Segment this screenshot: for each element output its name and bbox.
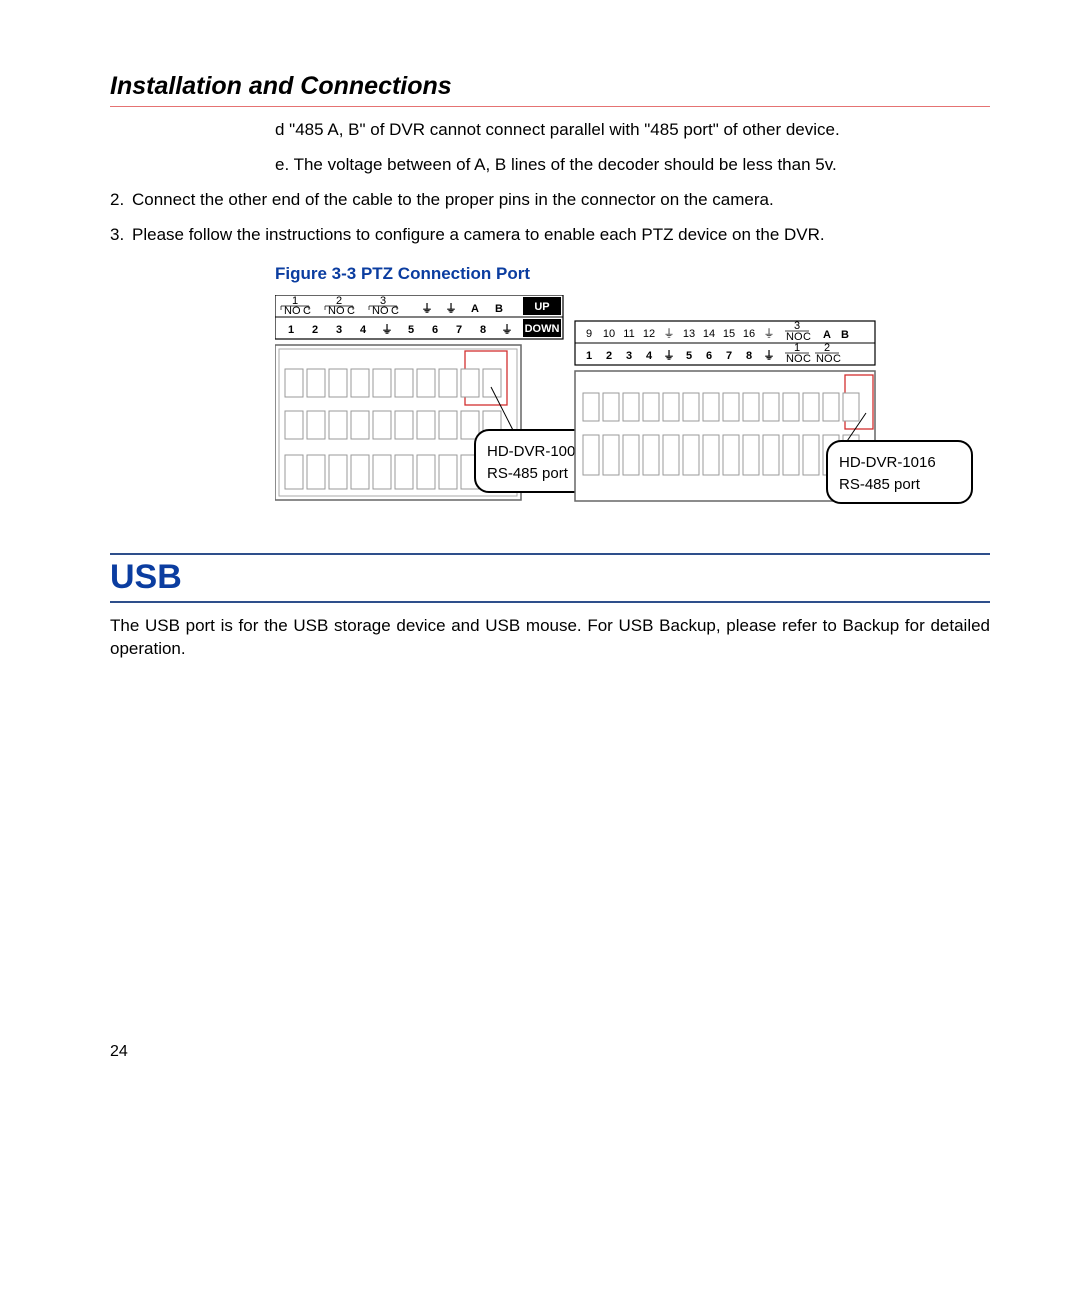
svg-text:15: 15 (723, 328, 735, 340)
svg-text:NO: NO (328, 305, 345, 317)
step-text: Please follow the instructions to config… (132, 224, 990, 247)
svg-text:NO: NO (786, 353, 803, 365)
svg-text:6: 6 (706, 350, 712, 362)
svg-text:2: 2 (312, 324, 318, 336)
svg-text:10: 10 (603, 328, 615, 340)
svg-text:NO: NO (816, 353, 833, 365)
usb-backup-link[interactable]: Backup (843, 616, 900, 635)
svg-text:9: 9 (586, 328, 592, 340)
svg-text:A: A (471, 303, 479, 315)
svg-text:5: 5 (686, 350, 692, 362)
svg-text:16: 16 (743, 328, 755, 340)
svg-text:⏚: ⏚ (422, 302, 433, 315)
svg-text:12: 12 (643, 328, 655, 340)
figure-caption: Figure 3-3 PTZ Connection Port (275, 263, 980, 286)
svg-text:C: C (347, 305, 355, 317)
svg-text:⏚: ⏚ (446, 302, 457, 315)
svg-text:5: 5 (408, 324, 414, 336)
svg-text:⏚: ⏚ (382, 323, 393, 336)
svg-text:4: 4 (360, 324, 367, 336)
svg-text:8: 8 (480, 324, 486, 336)
callout-right-line2: RS-485 port (839, 476, 921, 493)
steps-list: 2. Connect the other end of the cable to… (110, 189, 990, 247)
svg-text:A: A (823, 329, 831, 341)
svg-text:⏚: ⏚ (664, 327, 675, 340)
svg-text:3: 3 (626, 350, 632, 362)
usb-paragraph: The USB port is for the USB storage devi… (110, 615, 990, 661)
step-text: Connect the other end of the cable to th… (132, 189, 990, 212)
svg-text:3: 3 (336, 324, 342, 336)
svg-text:2: 2 (606, 350, 612, 362)
callout-right-line1: HD-DVR-1016 (839, 454, 936, 471)
usb-heading: USB (110, 553, 990, 603)
svg-text:7: 7 (456, 324, 462, 336)
label-up: UP (534, 301, 549, 313)
svg-text:B: B (841, 329, 849, 341)
svg-text:C: C (803, 331, 811, 343)
svg-text:8: 8 (746, 350, 752, 362)
body-content: d "485 A, B" of DVR cannot connect paral… (275, 119, 980, 177)
svg-text:4: 4 (646, 350, 653, 362)
svg-text:C: C (303, 305, 311, 317)
svg-text:1: 1 (288, 324, 294, 336)
page-number: 24 (110, 1041, 990, 1063)
step-number: 3. (110, 224, 132, 247)
svg-text:B: B (495, 303, 503, 315)
svg-text:C: C (391, 305, 399, 317)
usb-text-pre: The USB port is for the USB storage devi… (110, 616, 843, 635)
step-2: 2. Connect the other end of the cable to… (110, 189, 990, 212)
ptz-diagram: UP DOWN 1NOC2NOC3NOC ⏚⏚AB 1234⏚5678⏚ HD-… (275, 295, 990, 525)
label-down: DOWN (525, 323, 560, 335)
step-number: 2. (110, 189, 132, 212)
svg-text:NO: NO (284, 305, 301, 317)
callout-left-line1: HD-DVR-1004 (487, 443, 584, 460)
svg-text:C: C (803, 353, 811, 365)
svg-text:13: 13 (683, 328, 695, 340)
svg-text:7: 7 (726, 350, 732, 362)
svg-text:11: 11 (623, 328, 634, 340)
svg-text:⏚: ⏚ (664, 349, 675, 362)
svg-text:⏚: ⏚ (764, 349, 775, 362)
svg-text:⏚: ⏚ (502, 323, 513, 336)
section-header: Installation and Connections (110, 70, 990, 107)
svg-text:C: C (833, 353, 841, 365)
svg-text:⏚: ⏚ (764, 327, 775, 340)
svg-text:1: 1 (586, 350, 592, 362)
note-e: e. The voltage between of A, B lines of … (275, 154, 980, 177)
svg-text:6: 6 (432, 324, 438, 336)
step-3: 3. Please follow the instructions to con… (110, 224, 990, 247)
callout-left-line2: RS-485 port (487, 465, 569, 482)
note-d: d "485 A, B" of DVR cannot connect paral… (275, 119, 980, 142)
svg-text:14: 14 (703, 328, 715, 340)
svg-text:NO: NO (372, 305, 389, 317)
